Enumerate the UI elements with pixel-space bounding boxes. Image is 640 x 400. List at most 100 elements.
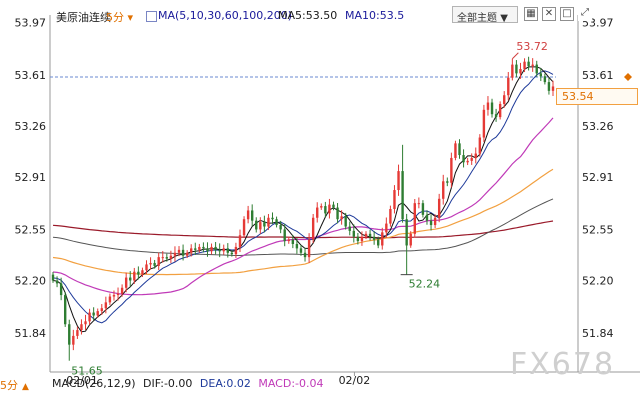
ma-settings-label[interactable]: MA(5,10,30,60,100,200): [158, 9, 293, 22]
candle-body: [458, 143, 461, 156]
candle-body: [344, 216, 347, 227]
candle-body: [299, 248, 303, 253]
candle-body: [450, 157, 453, 183]
candle-body: [486, 102, 490, 110]
ma200-line: [52, 220, 554, 239]
candle-body: [551, 86, 555, 91]
candle-body: [198, 246, 201, 250]
candle-body: [51, 274, 55, 281]
period-label: 5分: [106, 11, 124, 24]
candle-body: [360, 236, 364, 242]
grid-icon[interactable]: ▦: [524, 7, 538, 21]
candle-body: [494, 114, 498, 118]
candle-body: [230, 252, 234, 255]
candle-body: [389, 209, 392, 224]
candle-body: [523, 61, 526, 69]
y-tick-label-right: 52.55: [582, 223, 614, 236]
candle-body: [421, 203, 425, 215]
candle-body: [429, 220, 433, 226]
current-price-tag: 53.54: [556, 88, 638, 105]
candle-body: [303, 252, 307, 258]
candle-body: [55, 280, 59, 284]
candle-body: [124, 277, 128, 288]
candle-body: [202, 246, 205, 249]
high-pointer: [511, 52, 519, 60]
theme-selector[interactable]: 全部主题 ▼: [452, 6, 518, 24]
candle-body: [307, 239, 311, 258]
candle-body: [250, 210, 254, 221]
candle-body: [328, 204, 331, 214]
candle-body: [177, 249, 181, 253]
candle-body: [356, 236, 360, 242]
candle-body: [535, 64, 538, 74]
candle-body: [116, 293, 120, 296]
candle-body: [311, 217, 315, 240]
candle-body: [210, 246, 213, 252]
period-switch[interactable]: 5分 ▲: [0, 377, 29, 393]
candle-body: [291, 239, 295, 245]
candle-body: [527, 61, 530, 67]
candle-body: [149, 262, 152, 265]
macd-params[interactable]: MACD(26,12,9): [52, 377, 136, 390]
candle-body: [348, 226, 351, 231]
y-tick-label-left: 51.84: [15, 327, 47, 340]
candle-body: [218, 249, 221, 252]
candle-body: [120, 287, 124, 294]
candle-body: [332, 204, 335, 208]
candle-body: [271, 217, 274, 220]
y-tick-label-left: 52.20: [15, 274, 47, 287]
cross-icon[interactable]: ✕: [542, 7, 556, 21]
candle-body: [157, 257, 160, 266]
candle-body: [153, 262, 156, 266]
candle-body: [385, 223, 388, 233]
ma-toggle-icon[interactable]: [146, 11, 157, 22]
candle-body: [405, 219, 408, 246]
candle-body: [283, 229, 286, 242]
candle-body: [104, 302, 108, 309]
candle-body: [490, 102, 494, 115]
candle-body: [482, 109, 486, 138]
symbol-name: 美原油连续: [56, 11, 111, 24]
candle-body: [165, 257, 169, 259]
candle-body: [206, 248, 209, 252]
candle-body: [446, 181, 449, 183]
candle-body: [68, 324, 71, 345]
candle-body: [72, 335, 75, 345]
current-price-value: 53.54: [562, 90, 594, 103]
candle-body: [368, 233, 372, 237]
dif-value: DIF:-0.00: [143, 377, 193, 390]
candle-body: [190, 248, 193, 253]
candle-body: [316, 207, 319, 218]
candle-body: [242, 219, 246, 236]
candle-body: [474, 153, 477, 158]
candle-body: [246, 210, 250, 220]
candle-body: [255, 220, 258, 230]
chart-toolbar: 美原油连续 5分 ▾ MA(5,10,30,60,100,200) MA5:53…: [0, 0, 640, 28]
candle-body: [173, 252, 177, 256]
macd-value: MACD:-0.04: [258, 377, 324, 390]
period-selector[interactable]: 5分 ▾: [106, 9, 133, 25]
candle-body: [393, 190, 396, 210]
candle-body: [478, 137, 482, 154]
candle-body: [531, 64, 534, 67]
candle-body: [267, 217, 270, 227]
candle-body: [507, 77, 510, 96]
candle-body: [226, 248, 229, 253]
candle-body: [161, 257, 164, 259]
candle-body: [547, 82, 551, 91]
bottom-period-label: 5分: [0, 379, 18, 392]
candle-body: [503, 95, 506, 104]
candle-body: [263, 222, 266, 227]
square-icon[interactable]: □: [560, 7, 574, 21]
ma60-line: [52, 168, 554, 276]
candle-body: [539, 73, 543, 77]
candle-body: [543, 76, 547, 83]
candle-body: [377, 239, 380, 246]
triangle-up-icon: ▲: [22, 382, 29, 392]
candle-body: [80, 324, 83, 331]
maximize-icon[interactable]: ⤢: [578, 7, 592, 21]
candle-body: [275, 219, 278, 226]
candle-body: [433, 217, 437, 226]
candle-body: [287, 239, 290, 242]
